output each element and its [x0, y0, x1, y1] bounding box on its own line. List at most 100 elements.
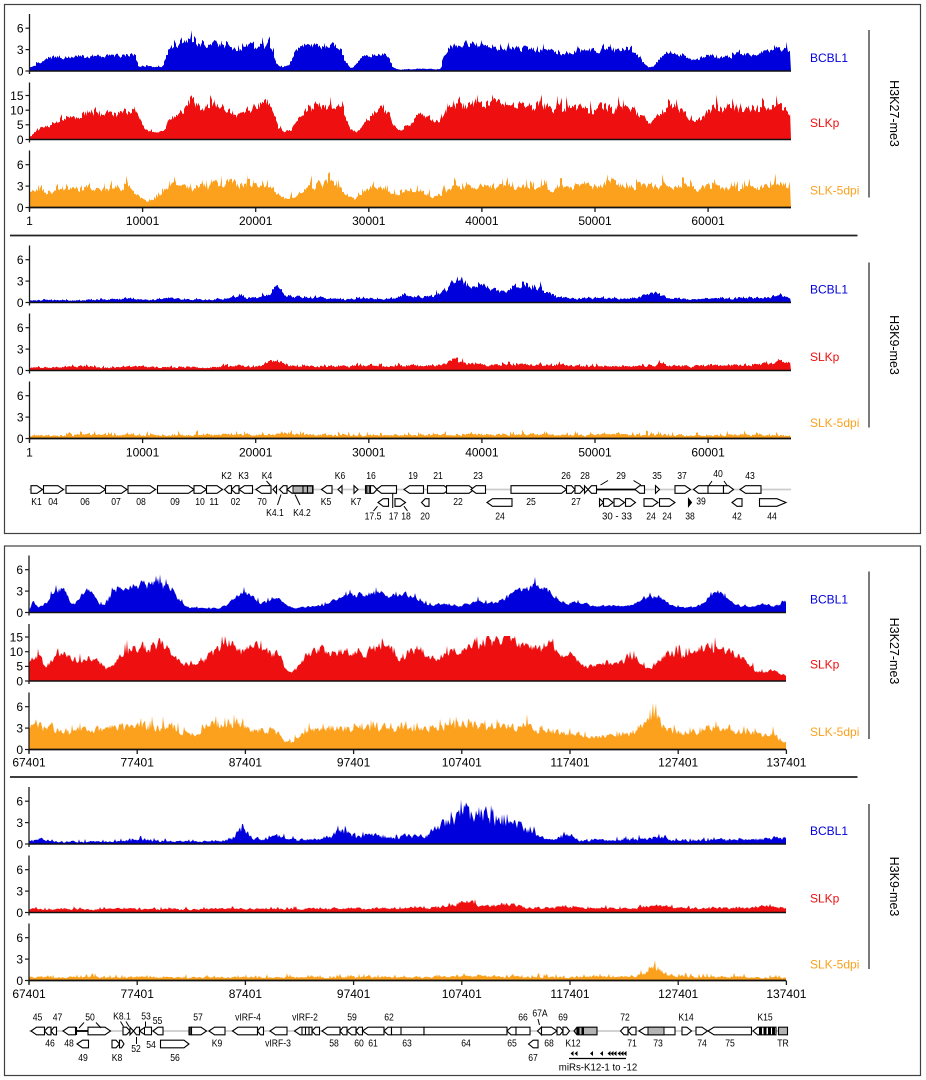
svg-text:27: 27	[571, 496, 581, 508]
svg-text:5: 5	[16, 660, 23, 674]
svg-text:24: 24	[646, 511, 656, 523]
svg-text:137401: 137401	[766, 756, 806, 770]
svg-text:10: 10	[10, 645, 24, 659]
svg-text:K4.2: K4.2	[293, 507, 311, 519]
svg-text:40001: 40001	[465, 446, 499, 460]
svg-text:24: 24	[495, 511, 505, 523]
svg-text:0: 0	[17, 201, 24, 215]
svg-text:6: 6	[17, 389, 24, 403]
svg-text:0: 0	[16, 674, 23, 688]
svg-text:10001: 10001	[126, 214, 160, 228]
svg-text:39: 39	[696, 496, 706, 508]
svg-text:17: 17	[389, 511, 399, 523]
svg-text:60001: 60001	[691, 446, 725, 460]
svg-text:97401: 97401	[337, 987, 371, 1001]
svg-text:07: 07	[111, 496, 121, 508]
svg-text:30001: 30001	[352, 446, 386, 460]
svg-text:vIRF-2: vIRF-2	[292, 1012, 318, 1024]
svg-text:6: 6	[16, 700, 23, 714]
svg-text:37: 37	[677, 470, 687, 482]
svg-text:52: 52	[131, 1043, 141, 1055]
svg-text:60: 60	[354, 1038, 364, 1050]
svg-text:H3K9-me3: H3K9-me3	[887, 315, 901, 375]
svg-text:02: 02	[231, 496, 241, 508]
svg-text:6: 6	[17, 158, 24, 172]
svg-text:58: 58	[329, 1038, 339, 1050]
svg-text:K12: K12	[565, 1038, 580, 1050]
svg-text:97401: 97401	[337, 756, 371, 770]
svg-text:137401: 137401	[766, 987, 806, 1001]
svg-text:22: 22	[453, 496, 463, 508]
svg-text:77401: 77401	[121, 987, 155, 1001]
svg-text:62: 62	[384, 1012, 394, 1024]
svg-text:3: 3	[17, 410, 24, 424]
svg-text:20: 20	[420, 511, 430, 523]
svg-text:11: 11	[209, 496, 219, 508]
svg-text:25: 25	[526, 496, 536, 508]
svg-text:0: 0	[16, 837, 23, 851]
svg-text:H3K27-me3: H3K27-me3	[887, 618, 901, 685]
svg-text:0: 0	[17, 133, 24, 147]
svg-text:BCBL1: BCBL1	[810, 592, 848, 606]
svg-text:40: 40	[713, 468, 723, 480]
svg-text:K2: K2	[221, 470, 232, 482]
svg-text:48: 48	[64, 1038, 74, 1050]
svg-text:49: 49	[78, 1052, 88, 1064]
svg-text:H3K27-me3: H3K27-me3	[887, 80, 901, 147]
svg-text:K4.1: K4.1	[266, 507, 284, 519]
svg-text:127401: 127401	[658, 987, 698, 1001]
svg-text:6: 6	[17, 321, 24, 335]
svg-text:43: 43	[745, 470, 755, 482]
svg-text:0: 0	[17, 364, 24, 378]
svg-text:127401: 127401	[658, 756, 698, 770]
svg-text:15: 15	[10, 630, 24, 644]
svg-text:6: 6	[17, 253, 24, 267]
svg-text:107401: 107401	[442, 756, 482, 770]
svg-text:68: 68	[544, 1038, 554, 1050]
svg-text:09: 09	[170, 496, 180, 508]
svg-text:3: 3	[17, 179, 24, 193]
svg-text:BCBL1: BCBL1	[810, 51, 848, 65]
svg-text:26: 26	[561, 470, 571, 482]
svg-text:50001: 50001	[578, 446, 612, 460]
svg-text:65: 65	[507, 1038, 517, 1050]
svg-text:54: 54	[146, 1039, 156, 1051]
svg-text:47: 47	[53, 1012, 63, 1024]
svg-text:3: 3	[17, 43, 24, 57]
svg-text:57: 57	[193, 1012, 203, 1024]
svg-text:6: 6	[16, 795, 23, 809]
svg-text:3: 3	[16, 816, 23, 830]
svg-text:59: 59	[347, 1012, 357, 1024]
svg-text:20001: 20001	[239, 214, 273, 228]
svg-text:56: 56	[170, 1052, 180, 1064]
svg-text:42: 42	[732, 511, 742, 523]
svg-text:SLKp: SLKp	[810, 116, 840, 130]
svg-text:16: 16	[366, 470, 376, 482]
svg-text:TR: TR	[777, 1038, 789, 1050]
svg-text:28: 28	[580, 470, 590, 482]
svg-text:70: 70	[257, 496, 267, 508]
svg-text:10: 10	[195, 496, 205, 508]
svg-text:60001: 60001	[691, 214, 725, 228]
svg-text:K6: K6	[335, 470, 346, 482]
svg-text:63: 63	[402, 1038, 412, 1050]
svg-text:3: 3	[16, 584, 23, 598]
svg-text:vIRF-3: vIRF-3	[265, 1038, 291, 1050]
svg-text:SLK-5dpi: SLK-5dpi	[810, 957, 859, 971]
svg-text:H3K9-me3: H3K9-me3	[887, 857, 901, 917]
svg-text:46: 46	[45, 1038, 55, 1050]
svg-text:0: 0	[17, 432, 24, 446]
svg-text:24: 24	[662, 511, 672, 523]
svg-text:75: 75	[725, 1038, 735, 1050]
svg-text:SLKp: SLKp	[810, 657, 840, 671]
svg-text:73: 73	[653, 1038, 663, 1050]
svg-text:15: 15	[10, 89, 24, 103]
svg-text:67401: 67401	[12, 987, 46, 1001]
svg-text:miRs-K12-1 to -12: miRs-K12-1 to -12	[559, 1062, 638, 1074]
svg-text:K8: K8	[112, 1052, 123, 1064]
svg-text:10001: 10001	[126, 446, 160, 460]
svg-text:40001: 40001	[465, 214, 499, 228]
svg-text:SLK-5dpi: SLK-5dpi	[810, 183, 859, 197]
svg-text:06: 06	[80, 496, 90, 508]
svg-text:SLK-5dpi: SLK-5dpi	[810, 725, 859, 739]
